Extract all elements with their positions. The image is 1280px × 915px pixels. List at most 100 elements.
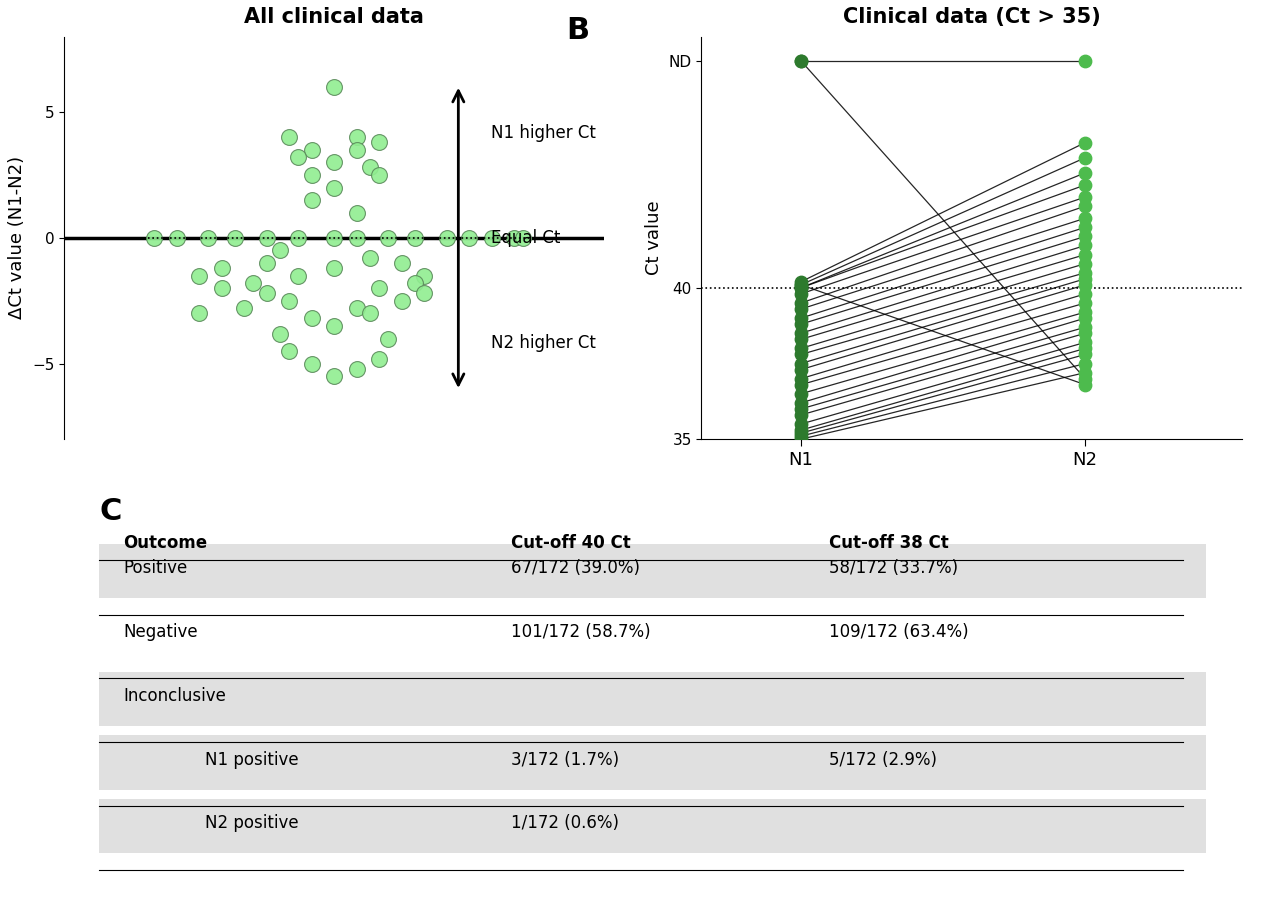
Point <box>301 143 321 157</box>
Point <box>189 268 210 283</box>
Point <box>347 231 367 245</box>
Point <box>256 285 276 300</box>
Point <box>301 311 321 326</box>
Point <box>324 80 344 94</box>
Point <box>1075 256 1096 271</box>
Point <box>791 332 812 347</box>
Point <box>288 231 308 245</box>
Point <box>234 301 255 316</box>
Point <box>270 243 291 258</box>
Point <box>225 231 246 245</box>
Title: All clinical data: All clinical data <box>244 6 424 27</box>
Point <box>211 281 232 296</box>
Point <box>791 296 812 310</box>
Point <box>347 130 367 145</box>
Point <box>1075 220 1096 234</box>
Point <box>301 193 321 208</box>
Point <box>1075 199 1096 213</box>
Point <box>1075 189 1096 204</box>
Point <box>198 231 219 245</box>
Point <box>347 361 367 376</box>
Point <box>378 331 398 346</box>
Point <box>347 205 367 220</box>
Text: Cut-off 38 Ct: Cut-off 38 Ct <box>829 534 950 553</box>
Text: N1 higher Ct: N1 higher Ct <box>490 124 595 142</box>
Y-axis label: Ct value: Ct value <box>645 200 663 275</box>
Point <box>1075 178 1096 192</box>
Point <box>347 301 367 316</box>
Text: Equal Ct: Equal Ct <box>490 229 561 247</box>
Point <box>392 255 412 271</box>
Point <box>1075 347 1096 361</box>
Point <box>1075 377 1096 392</box>
Point <box>1075 135 1096 150</box>
Point <box>791 356 812 371</box>
Point <box>301 167 321 182</box>
Point <box>1075 341 1096 356</box>
Text: B: B <box>566 16 590 46</box>
Text: 109/172 (63.4%): 109/172 (63.4%) <box>829 623 969 641</box>
Bar <box>100 672 1206 726</box>
Point <box>360 160 380 175</box>
Point <box>324 318 344 333</box>
Point <box>791 347 812 361</box>
Point <box>791 395 812 410</box>
Text: 101/172 (58.7%): 101/172 (58.7%) <box>512 623 652 641</box>
Point <box>369 281 389 296</box>
Point <box>1075 305 1096 319</box>
Text: N2 higher Ct: N2 higher Ct <box>490 334 595 351</box>
Point <box>513 231 534 245</box>
Point <box>1075 150 1096 165</box>
Point <box>436 231 457 245</box>
Point <box>243 276 264 291</box>
Point <box>347 143 367 157</box>
Point <box>791 416 812 431</box>
Point <box>1075 210 1096 225</box>
Point <box>791 341 812 356</box>
Text: N1 positive: N1 positive <box>205 750 300 769</box>
Text: Outcome: Outcome <box>123 534 207 553</box>
Point <box>791 277 812 292</box>
Point <box>360 306 380 320</box>
Point <box>279 344 300 359</box>
Point <box>369 167 389 182</box>
Point <box>256 231 276 245</box>
Point <box>791 402 812 416</box>
Point <box>791 53 812 68</box>
Point <box>1075 311 1096 326</box>
Point <box>324 180 344 195</box>
Point <box>791 408 812 423</box>
Bar <box>100 736 1206 790</box>
Point <box>1075 335 1096 350</box>
Point <box>324 261 344 275</box>
Point <box>413 285 434 300</box>
Point <box>404 231 425 245</box>
Point <box>460 231 480 245</box>
Point <box>256 255 276 271</box>
Point <box>378 231 398 245</box>
Point <box>791 429 812 444</box>
Text: 1/172 (0.6%): 1/172 (0.6%) <box>512 814 620 833</box>
Point <box>791 362 812 377</box>
Point <box>189 306 210 320</box>
Point <box>369 135 389 150</box>
Point <box>791 311 812 326</box>
Point <box>1075 356 1096 371</box>
Point <box>1075 229 1096 243</box>
Point <box>369 351 389 366</box>
Text: 3/172 (1.7%): 3/172 (1.7%) <box>512 750 620 769</box>
Point <box>324 155 344 170</box>
Point <box>791 423 812 437</box>
Point <box>1075 320 1096 335</box>
Point <box>791 277 812 292</box>
Point <box>504 231 525 245</box>
Point <box>791 317 812 331</box>
Point <box>404 276 425 291</box>
Point <box>413 268 434 283</box>
Point <box>301 356 321 371</box>
Point <box>1075 247 1096 262</box>
Point <box>791 274 812 289</box>
Point <box>791 377 812 392</box>
Point <box>1075 326 1096 340</box>
Text: 67/172 (39.0%): 67/172 (39.0%) <box>512 559 640 577</box>
